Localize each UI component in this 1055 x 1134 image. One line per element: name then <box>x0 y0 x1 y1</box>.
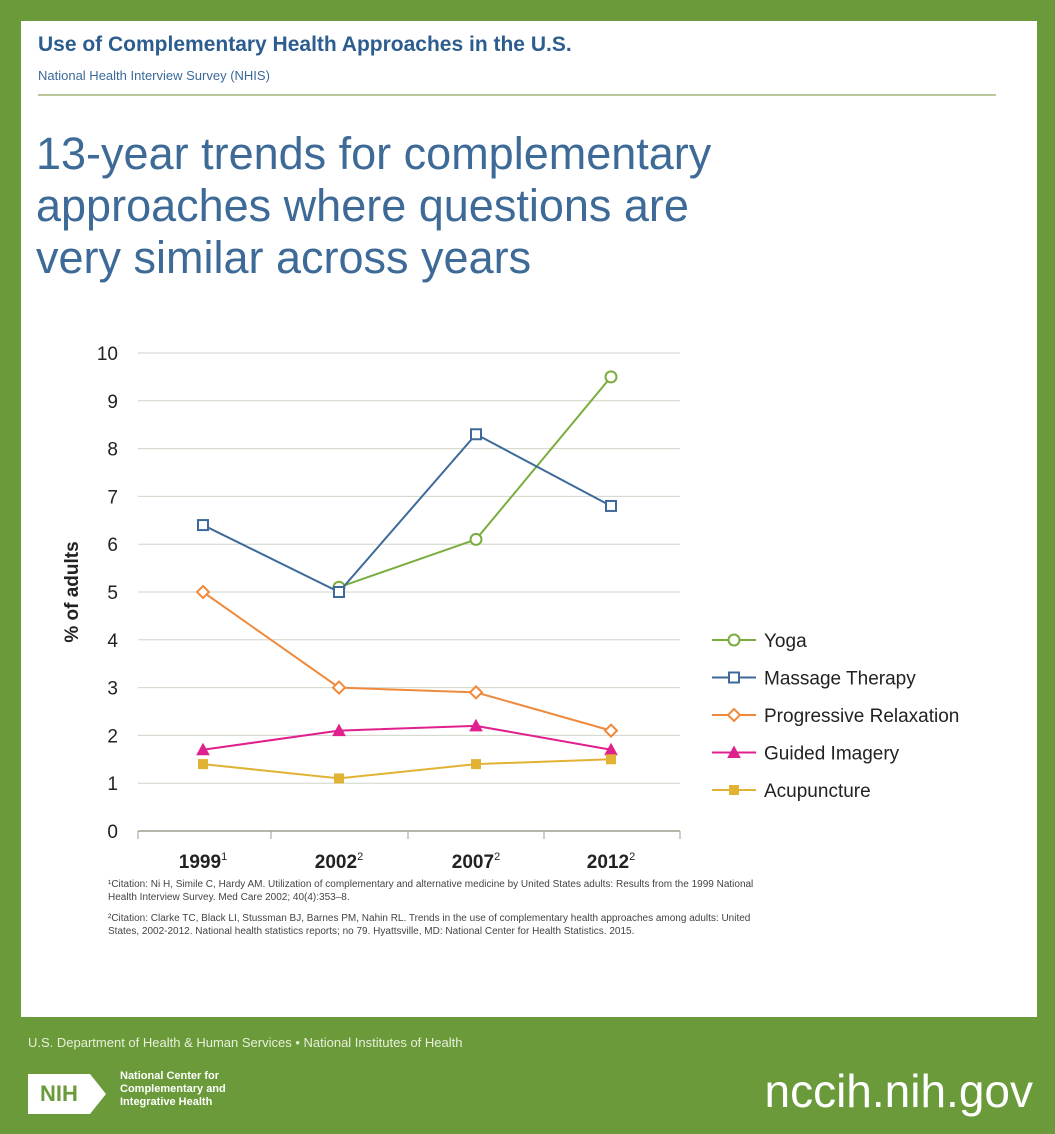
header-title: Use of Complementary Health Approaches i… <box>38 33 572 56</box>
legend-marker-yoga <box>727 633 741 647</box>
header-subtitle: National Health Interview Survey (NHIS) <box>38 68 270 83</box>
legend-marker-progressive-relaxation <box>726 707 742 723</box>
y-tick-label: 5 <box>107 583 118 604</box>
data-point-progressive-relaxation <box>603 723 619 739</box>
main-title: 13-year trends for complementary approac… <box>36 128 936 284</box>
center-name: National Center for Complementary and In… <box>120 1070 226 1109</box>
legend-label-massage-therapy: Massage Therapy <box>764 669 916 690</box>
data-point-massage-therapy <box>605 499 617 512</box>
main-title-line: 13-year trends for complementary <box>36 128 712 179</box>
legend-label-yoga: Yoga <box>764 631 807 652</box>
data-point-progressive-relaxation <box>331 680 347 696</box>
x-tick-label: 20022 <box>315 851 363 873</box>
legend-label-progressive-relaxation: Progressive Relaxation <box>764 706 959 727</box>
data-point-guided-imagery <box>196 742 210 756</box>
nih-logo-arrow <box>90 1074 106 1114</box>
y-tick-label: 3 <box>107 679 118 700</box>
y-tick-label: 4 <box>107 631 118 652</box>
footer-org-line: U.S. Department of Health & Human Servic… <box>28 1035 463 1050</box>
legend-label-acupuncture: Acupuncture <box>764 781 871 802</box>
data-point-acupuncture <box>471 759 481 770</box>
nih-logo: NIH <box>28 1074 116 1114</box>
content-panel <box>21 21 1037 1017</box>
legend-marker-acupuncture <box>729 785 739 795</box>
center-name-line: National Center for <box>120 1070 220 1082</box>
legend-marker-massage-therapy <box>728 671 740 684</box>
y-tick-label: 0 <box>107 822 118 843</box>
y-tick-label: 9 <box>107 392 118 413</box>
website-url[interactable]: nccih.nih.gov <box>764 1065 1034 1117</box>
data-point-acupuncture <box>606 754 616 765</box>
legend-label-guided-imagery: Guided Imagery <box>764 744 900 765</box>
x-tick-label: 20122 <box>587 851 635 873</box>
series-line-massage-therapy <box>202 433 612 594</box>
citation-1: ¹Citation: Ni H, Simile C, Hardy AM. Uti… <box>108 879 754 903</box>
y-tick-label: 7 <box>107 487 118 508</box>
citation-2: ²Citation: Clarke TC, Black LI, Stussman… <box>108 913 751 937</box>
y-tick-label: 1 <box>107 774 118 795</box>
main-title-line: very similar across years <box>36 232 532 283</box>
series-line-progressive-relaxation <box>202 591 612 732</box>
data-point-massage-therapy <box>197 519 209 532</box>
y-tick-label: 6 <box>107 535 118 556</box>
nih-logo-text: NIH <box>28 1074 90 1114</box>
series-line-acupuncture <box>202 758 612 780</box>
main-title-line: approaches where questions are <box>36 180 689 231</box>
data-point-massage-therapy <box>470 428 482 441</box>
data-point-progressive-relaxation <box>195 584 211 600</box>
y-axis-label: % of adults <box>62 541 83 642</box>
line-chart: 0 1 2 3 4 5 6 7 8 9 10 19991 20022 20072 20122 % of adu… <box>62 344 959 873</box>
series-line-yoga <box>338 376 612 589</box>
data-point-progressive-relaxation <box>468 684 484 700</box>
center-name-line: Integrative Health <box>120 1096 213 1108</box>
y-tick-label: 2 <box>107 726 118 747</box>
y-tick-label: 8 <box>107 440 118 461</box>
y-tick-label: 10 <box>97 344 118 365</box>
legend-marker-guided-imagery <box>727 745 741 758</box>
x-tick-label: 20072 <box>452 851 500 873</box>
x-tick-label: 19991 <box>179 851 227 873</box>
data-point-acupuncture <box>198 759 208 770</box>
data-point-yoga <box>604 370 618 384</box>
citations: ¹Citation: Ni H, Simile C, Hardy AM. Uti… <box>108 878 768 946</box>
data-point-guided-imagery <box>332 723 346 737</box>
series-line-guided-imagery <box>202 724 612 751</box>
center-name-line: Complementary and <box>120 1083 226 1095</box>
data-point-massage-therapy <box>333 586 345 598</box>
header-divider <box>38 94 996 96</box>
data-point-acupuncture <box>334 773 344 784</box>
data-point-yoga <box>469 532 483 546</box>
data-point-guided-imagery <box>469 718 483 732</box>
